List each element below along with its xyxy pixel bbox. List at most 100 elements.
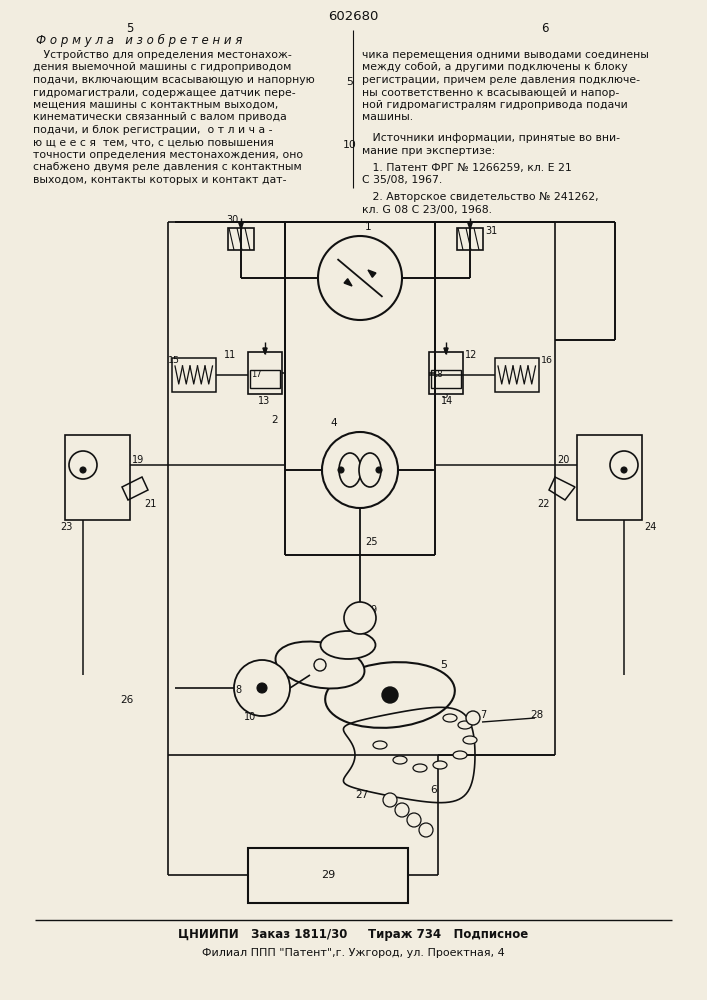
Text: 1. Патент ФРГ № 1266259, кл. Е 21: 1. Патент ФРГ № 1266259, кл. Е 21 [362, 163, 572, 173]
Circle shape [322, 432, 398, 508]
Text: кл. G 08 С 23/00, 1968.: кл. G 08 С 23/00, 1968. [362, 205, 492, 215]
Text: 20: 20 [557, 455, 569, 465]
Circle shape [80, 467, 86, 473]
Text: чика перемещения одними выводами соединены: чика перемещения одними выводами соедине… [362, 50, 649, 60]
Text: Филиал ППП "Патент",г. Ужгород, ул. Проектная, 4: Филиал ППП "Патент",г. Ужгород, ул. Прое… [201, 948, 504, 958]
Text: 1: 1 [365, 222, 372, 232]
Circle shape [69, 451, 97, 479]
Text: 12: 12 [465, 350, 477, 360]
Bar [65, 435, 130, 520]
Text: 11: 11 [224, 350, 236, 360]
Text: 30: 30 [226, 215, 238, 225]
Ellipse shape [373, 741, 387, 749]
Text: 29: 29 [321, 870, 335, 880]
Text: 3: 3 [441, 390, 448, 400]
Text: подачи, включающим всасывающую и напорную: подачи, включающим всасывающую и напорну… [33, 75, 315, 85]
Circle shape [382, 687, 398, 703]
Circle shape [234, 660, 290, 716]
Text: 21: 21 [144, 499, 156, 509]
Circle shape [314, 659, 326, 671]
Bar [431, 370, 461, 388]
Ellipse shape [276, 642, 365, 688]
Text: 24: 24 [644, 522, 656, 532]
Text: 22: 22 [537, 499, 549, 509]
Text: подачи, и блок регистрации,  о т л и ч а -: подачи, и блок регистрации, о т л и ч а … [33, 125, 272, 135]
Text: Ф о р м у л а   и з о б р е т е н и я: Ф о р м у л а и з о б р е т е н и я [36, 34, 243, 47]
Text: между собой, а другими подключены к блоку: между собой, а другими подключены к блок… [362, 62, 628, 73]
Text: дения выемочной машины с гидроприводом: дения выемочной машины с гидроприводом [33, 62, 291, 73]
Text: 6: 6 [542, 22, 549, 35]
Text: 2: 2 [271, 415, 278, 425]
Ellipse shape [463, 736, 477, 744]
Text: 2. Авторское свидетельство № 241262,: 2. Авторское свидетельство № 241262, [362, 192, 599, 202]
Text: 602680: 602680 [328, 10, 378, 23]
Polygon shape [467, 222, 472, 229]
Text: 16: 16 [541, 356, 553, 365]
Text: 18: 18 [432, 370, 443, 379]
Polygon shape [344, 279, 352, 286]
Polygon shape [238, 222, 243, 229]
Polygon shape [368, 270, 376, 277]
Text: мещения машины с контактным выходом,: мещения машины с контактным выходом, [33, 100, 279, 110]
Ellipse shape [453, 751, 467, 759]
Text: ны соответственно к всасывающей и напор-: ны соответственно к всасывающей и напор- [362, 88, 619, 98]
Bar [248, 352, 282, 394]
Bar [250, 370, 280, 388]
Text: машины.: машины. [362, 112, 413, 122]
Ellipse shape [320, 631, 375, 659]
Bar [248, 848, 408, 903]
Polygon shape [444, 348, 448, 354]
Text: гидромагистрали, содержащее датчик пере-: гидромагистрали, содержащее датчик пере- [33, 88, 296, 98]
Text: мание при экспертизе:: мание при экспертизе: [362, 145, 495, 155]
Ellipse shape [433, 761, 447, 769]
Text: 27: 27 [355, 790, 368, 800]
Text: 10: 10 [343, 139, 357, 149]
Bar [577, 435, 642, 520]
Bar [457, 228, 483, 250]
Text: 7: 7 [480, 710, 486, 720]
Circle shape [395, 803, 409, 817]
Text: 31: 31 [485, 226, 497, 236]
Circle shape [338, 467, 344, 473]
Text: кинематически связанный с валом привода: кинематически связанный с валом привода [33, 112, 287, 122]
Circle shape [344, 602, 376, 634]
Text: регистрации, причем реле давления подключе-: регистрации, причем реле давления подклю… [362, 75, 640, 85]
Text: 28: 28 [530, 710, 543, 720]
Ellipse shape [339, 453, 361, 487]
Text: 14: 14 [441, 396, 453, 406]
Circle shape [610, 451, 638, 479]
Text: 4: 4 [330, 418, 337, 428]
Polygon shape [263, 348, 267, 354]
Text: точности определения местонахождения, оно: точности определения местонахождения, он… [33, 150, 303, 160]
Text: Источники информации, принятые во вни-: Источники информации, принятые во вни- [362, 133, 620, 143]
Text: 8: 8 [235, 685, 241, 695]
Ellipse shape [325, 662, 455, 728]
Text: 5: 5 [440, 660, 447, 670]
Text: С 35/08, 1967.: С 35/08, 1967. [362, 176, 443, 186]
Text: выходом, контакты которых и контакт дат-: выходом, контакты которых и контакт дат- [33, 175, 286, 185]
Text: 26: 26 [120, 695, 133, 705]
Text: 15: 15 [168, 356, 180, 365]
Circle shape [419, 823, 433, 837]
Text: ЦНИИПИ   Заказ 1811/30     Тираж 734   Подписное: ЦНИИПИ Заказ 1811/30 Тираж 734 Подписное [178, 928, 528, 941]
Text: 25: 25 [365, 537, 378, 547]
Circle shape [466, 711, 480, 725]
Bar [429, 352, 463, 394]
Circle shape [407, 813, 421, 827]
Circle shape [621, 467, 627, 473]
Text: ю щ е е с я  тем, что, с целью повышения: ю щ е е с я тем, что, с целью повышения [33, 137, 274, 147]
Text: 17: 17 [251, 370, 262, 379]
Ellipse shape [443, 714, 457, 722]
Bar [228, 228, 254, 250]
Text: 6: 6 [430, 785, 437, 795]
Ellipse shape [413, 764, 427, 772]
Circle shape [376, 467, 382, 473]
Text: Устройство для определения местонахож-: Устройство для определения местонахож- [33, 50, 292, 60]
Circle shape [318, 236, 402, 320]
Text: снабжено двумя реле давления с контактным: снабжено двумя реле давления с контактны… [33, 162, 302, 172]
Circle shape [257, 683, 267, 693]
Circle shape [383, 793, 397, 807]
Text: 23: 23 [60, 522, 72, 532]
Bar [172, 358, 216, 392]
Text: 9: 9 [370, 605, 376, 615]
